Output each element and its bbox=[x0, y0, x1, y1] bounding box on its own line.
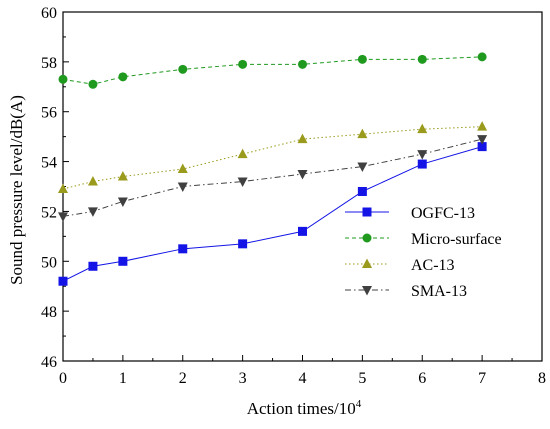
legend: OGFC-13 Micro-surface AC-13 SMA-13 bbox=[345, 205, 502, 300]
data-point bbox=[87, 207, 98, 217]
series-ac-13 bbox=[58, 121, 488, 193]
series-micro-surface bbox=[58, 52, 487, 89]
data-point bbox=[297, 170, 308, 180]
x-axis-label-main: Action times/10 bbox=[247, 399, 356, 418]
y-axis-label: Sound pressure level/dB(A) bbox=[7, 95, 26, 285]
x-tick-label: 4 bbox=[299, 370, 307, 387]
data-point bbox=[118, 256, 128, 266]
legend-label: Micro-surface bbox=[411, 231, 502, 248]
data-point bbox=[417, 123, 428, 134]
legend-item: OGFC-13 bbox=[345, 205, 475, 222]
data-point bbox=[118, 72, 128, 82]
data-point bbox=[417, 159, 427, 169]
data-point bbox=[177, 182, 188, 192]
data-point bbox=[238, 59, 248, 69]
series-layer bbox=[58, 52, 488, 286]
y-tick-label: 50 bbox=[41, 254, 57, 271]
x-tick-label: 8 bbox=[538, 370, 546, 387]
y-tick-label: 54 bbox=[41, 155, 57, 172]
data-point bbox=[477, 142, 487, 152]
y-tick-label: 46 bbox=[41, 354, 57, 371]
x-tick-label: 3 bbox=[239, 370, 247, 387]
x-tick-label: 6 bbox=[418, 370, 426, 387]
data-point bbox=[297, 133, 308, 144]
data-point bbox=[298, 59, 307, 69]
data-point bbox=[357, 54, 367, 64]
data-point bbox=[178, 244, 188, 254]
data-point bbox=[58, 74, 68, 84]
data-point bbox=[237, 148, 248, 159]
legend-item: AC-13 bbox=[345, 257, 455, 274]
series-ogfc-13 bbox=[58, 142, 487, 286]
data-point bbox=[238, 239, 248, 249]
legend-marker bbox=[362, 207, 372, 217]
series-sma-13 bbox=[58, 135, 488, 222]
data-point bbox=[298, 226, 307, 236]
data-point bbox=[117, 197, 128, 207]
data-point bbox=[477, 135, 488, 145]
legend-item: Micro-surface bbox=[345, 231, 502, 248]
data-point bbox=[237, 177, 248, 188]
legend-item: SMA-13 bbox=[345, 283, 467, 300]
data-point bbox=[357, 162, 368, 173]
data-point bbox=[417, 150, 428, 160]
x-tick-label: 2 bbox=[179, 370, 187, 387]
y-tick-label: 58 bbox=[41, 55, 57, 72]
legend-label: SMA-13 bbox=[411, 283, 467, 300]
legend-label: OGFC-13 bbox=[411, 205, 475, 222]
data-point bbox=[417, 54, 427, 64]
x-tick-label: 5 bbox=[358, 370, 366, 387]
data-point bbox=[477, 121, 488, 131]
legend-marker bbox=[362, 258, 372, 268]
x-axis-label-exponent: 4 bbox=[356, 398, 362, 410]
series-line bbox=[62, 138, 483, 217]
data-point bbox=[178, 64, 188, 74]
x-tick-label: 0 bbox=[59, 370, 67, 387]
y-tick-label: 56 bbox=[41, 105, 57, 122]
data-point bbox=[117, 171, 128, 181]
data-point bbox=[177, 163, 188, 174]
x-tick-label: 1 bbox=[119, 370, 127, 387]
data-point bbox=[58, 276, 68, 286]
legend-marker bbox=[362, 233, 372, 243]
data-point bbox=[477, 52, 487, 62]
data-point bbox=[58, 212, 68, 222]
x-tick-label: 7 bbox=[478, 370, 486, 387]
data-point bbox=[357, 186, 367, 196]
data-point bbox=[357, 128, 368, 139]
data-point bbox=[87, 176, 98, 186]
x-axis-label: Action times/104 bbox=[247, 398, 362, 418]
data-point bbox=[88, 79, 98, 89]
data-point bbox=[88, 261, 98, 271]
legend-label: AC-13 bbox=[411, 257, 455, 274]
series-line bbox=[62, 126, 483, 190]
y-tick-label: 52 bbox=[41, 204, 57, 221]
y-tick-label: 48 bbox=[41, 304, 57, 321]
data-point bbox=[58, 183, 68, 193]
y-tick-label: 60 bbox=[41, 5, 57, 22]
legend-marker bbox=[362, 286, 372, 296]
